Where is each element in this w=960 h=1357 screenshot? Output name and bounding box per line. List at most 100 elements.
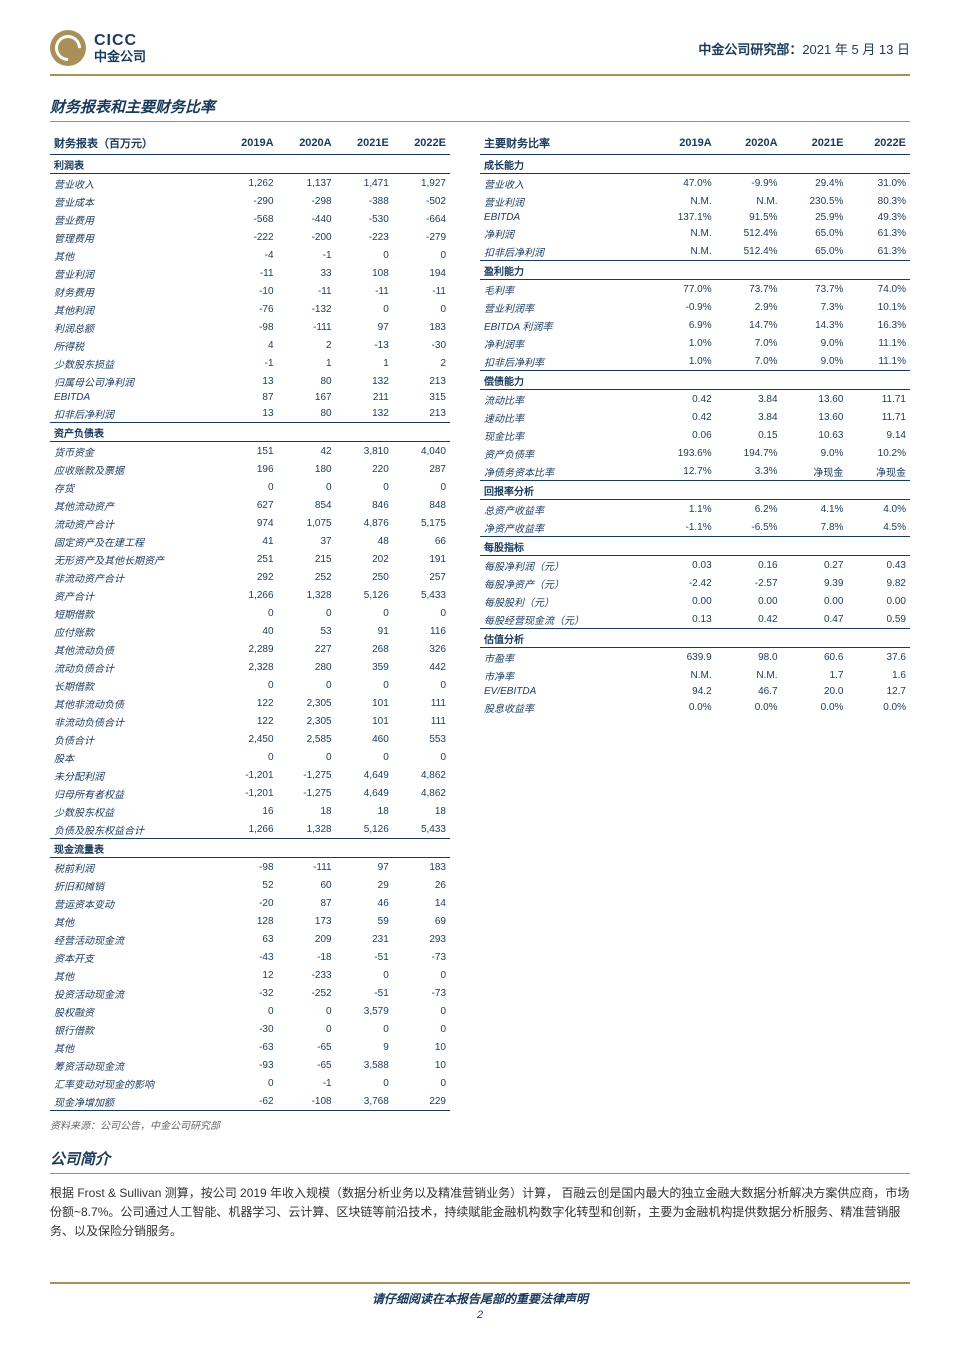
table-cell: 0	[219, 1002, 277, 1020]
table-cell: 1	[336, 354, 393, 372]
table-cell: 营业收入	[480, 174, 650, 193]
table-cell: 0	[336, 966, 393, 984]
section-company-title: 公司简介	[50, 1148, 910, 1174]
table-cell: 41	[219, 532, 277, 550]
table-cell: 经营活动现金流	[50, 930, 219, 948]
table-cell: 40	[219, 622, 277, 640]
table-cell: 10.63	[782, 426, 848, 444]
table-cell: 营业利润	[480, 192, 650, 210]
table-cell: 0	[393, 1020, 450, 1038]
table-cell: 4,649	[336, 784, 393, 802]
table-cell: 0	[219, 748, 277, 766]
table-cell: 0.42	[650, 390, 716, 409]
table-cell: 6.2%	[716, 500, 782, 519]
header-date: 2021 年 5 月 13 日	[802, 42, 910, 57]
table-cell: 无形资产及其他长期资产	[50, 550, 219, 568]
table-cell: 0	[278, 1020, 336, 1038]
table-header-cell: 2019A	[219, 132, 277, 155]
table-cell: 42	[278, 442, 336, 461]
table-cell: 银行借款	[50, 1020, 219, 1038]
table-cell: -108	[278, 1092, 336, 1111]
table-cell: 1.6	[847, 666, 910, 684]
table-cell: 183	[393, 318, 450, 336]
table-cell: N.M.	[650, 192, 716, 210]
table-cell: 0	[278, 604, 336, 622]
table-cell: 25.9%	[782, 210, 848, 224]
table-cell: 2,450	[219, 730, 277, 748]
table-cell: 其他非流动负债	[50, 694, 219, 712]
table-cell: N.M.	[716, 192, 782, 210]
table-cell: -10	[219, 282, 277, 300]
table-cell: 2,328	[219, 658, 277, 676]
table-cell: 股本	[50, 748, 219, 766]
table-cell: 总资产收益率	[480, 500, 650, 519]
table-cell: -502	[393, 192, 450, 210]
table-cell: 0	[393, 966, 450, 984]
table-cell: 4.5%	[847, 518, 910, 537]
table-cell: 0.42	[716, 610, 782, 629]
table-cell: 归母所有者权益	[50, 784, 219, 802]
table-header-cell: 2019A	[650, 132, 716, 155]
table-cell: 财务费用	[50, 282, 219, 300]
table-cell: 0.06	[650, 426, 716, 444]
table-cell: 61.3%	[847, 224, 910, 242]
table-cell: 98.0	[716, 648, 782, 667]
table-cell: 1,266	[219, 586, 277, 604]
table-cell: 128	[219, 912, 277, 930]
table-cell: 61.3%	[847, 242, 910, 261]
table-cell: 66	[393, 532, 450, 550]
table-cell: 0.15	[716, 426, 782, 444]
table-cell: -76	[219, 300, 277, 318]
table-cell: 0	[278, 478, 336, 496]
table-cell: 5,126	[336, 820, 393, 839]
table-cell: 2	[278, 336, 336, 354]
table-cell: 净现金	[847, 462, 910, 481]
table-cell: 87	[219, 390, 277, 404]
table-cell: 7.0%	[716, 334, 782, 352]
table-cell: 108	[336, 264, 393, 282]
table-cell: 13	[219, 404, 277, 423]
table-cell: 0.0%	[847, 698, 910, 716]
table-cell: 0	[336, 748, 393, 766]
table-cell: 101	[336, 694, 393, 712]
table-cell: -223	[336, 228, 393, 246]
table-cell: -4	[219, 246, 277, 264]
table-cell: 80	[278, 404, 336, 423]
table-cell: 净利润率	[480, 334, 650, 352]
table-cell: 213	[393, 404, 450, 423]
table-cell: 122	[219, 694, 277, 712]
table-cell: 非流动负债合计	[50, 712, 219, 730]
table-cell: 287	[393, 460, 450, 478]
page-header: CICC 中金公司 中金公司研究部：2021 年 5 月 13 日	[50, 30, 910, 76]
table-cell: 10.1%	[847, 298, 910, 316]
table-cell: 净现金	[782, 462, 848, 481]
table-cell: -290	[219, 192, 277, 210]
table-cell: 48	[336, 532, 393, 550]
table-cell: -30	[393, 336, 450, 354]
table-cell: 227	[278, 640, 336, 658]
table-cell: 5,433	[393, 820, 450, 839]
table-cell: 11.1%	[847, 352, 910, 371]
table-cell: 13.60	[782, 408, 848, 426]
table-cell: -9.9%	[716, 174, 782, 193]
table-cell: 1,328	[278, 586, 336, 604]
table-cell: 191	[393, 550, 450, 568]
table-cell: 其他	[50, 966, 219, 984]
table-cell: 10	[393, 1056, 450, 1074]
table-cell: 汇率变动对现金的影响	[50, 1074, 219, 1092]
table-cell: 11.71	[847, 390, 910, 409]
table-cell: 流动负债合计	[50, 658, 219, 676]
table-cell: 流动资产合计	[50, 514, 219, 532]
table-cell: 94.2	[650, 684, 716, 698]
table-cell: 65.0%	[782, 242, 848, 261]
table-cell: 负债及股东权益合计	[50, 820, 219, 839]
table-cell: 0	[336, 604, 393, 622]
table-cell: 14.3%	[782, 316, 848, 334]
table-cell: 268	[336, 640, 393, 658]
table-cell: 少数股东权益	[50, 802, 219, 820]
table-cell: 归属母公司净利润	[50, 372, 219, 390]
table-cell: 11.1%	[847, 334, 910, 352]
table-cell: 管理费用	[50, 228, 219, 246]
table-cell: 442	[393, 658, 450, 676]
table-cell: N.M.	[650, 242, 716, 261]
